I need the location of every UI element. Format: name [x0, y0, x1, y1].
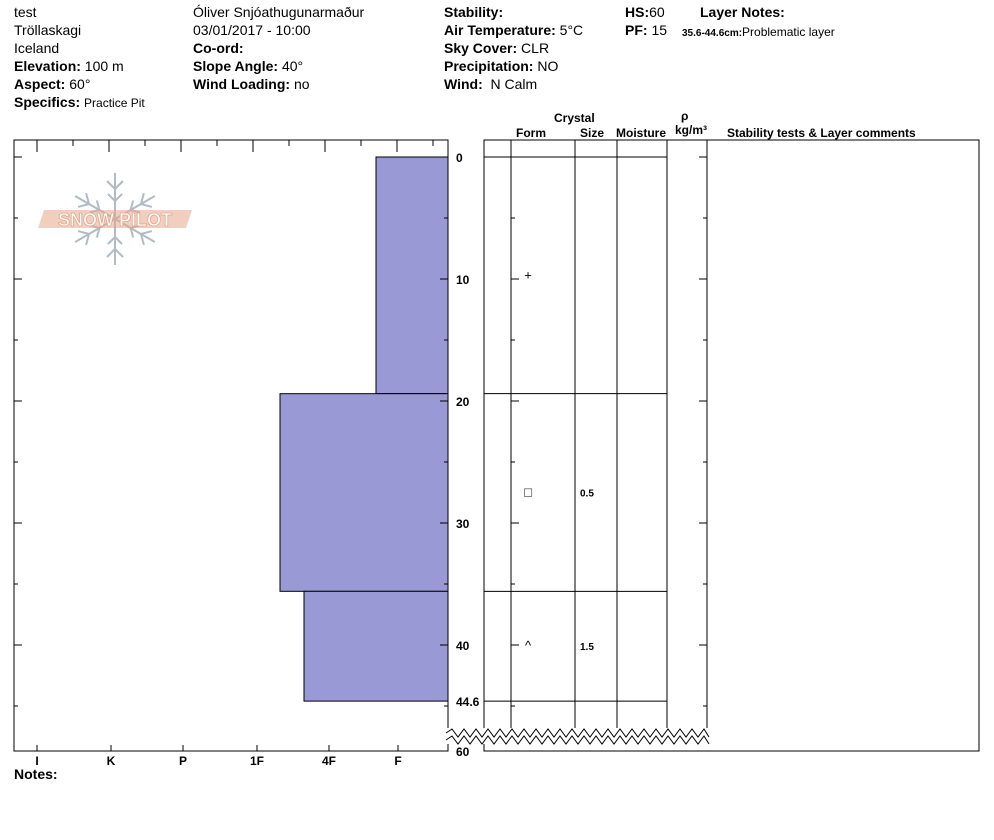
axis-break-line	[445, 728, 710, 738]
form-header: Form	[516, 126, 546, 140]
total-depth-label: 44.6	[456, 695, 480, 709]
axis-break-line	[445, 735, 710, 745]
y-tick-label: 10	[456, 273, 470, 287]
crystal-form-symbol: ^	[525, 638, 532, 653]
layer-table-frame	[483, 139, 980, 752]
precip-value: NO	[537, 58, 559, 74]
hs: HS:60	[625, 4, 665, 20]
wind-loading: Wind Loading: no	[193, 76, 310, 92]
crystal-form-symbol: □	[524, 485, 532, 500]
specifics-value: Practice Pit	[84, 96, 145, 110]
sky-label: Sky Cover:	[444, 40, 518, 56]
hardness-bar	[279, 393, 449, 592]
air-temp-label: Air Temperature:	[444, 22, 556, 38]
layer-notes-label: Layer Notes:	[700, 4, 785, 20]
slope-label: Slope Angle:	[193, 58, 279, 74]
x-tick-label: P	[179, 754, 187, 768]
size-header: Size	[580, 126, 605, 140]
crystal-header: Crystal	[554, 111, 595, 125]
slope-value: 40°	[281, 58, 304, 74]
x-tick-label: I	[35, 754, 38, 768]
pf-label: PF:	[625, 22, 648, 38]
y-tick-label: 40	[456, 639, 470, 653]
crystal-form-symbol: +	[524, 267, 532, 282]
sky-value: CLR	[521, 40, 550, 56]
notes-label: Notes:	[14, 766, 58, 782]
country: Iceland	[14, 40, 60, 56]
y-tick-label: 20	[456, 395, 470, 409]
crystal-size: 0.5	[580, 489, 594, 500]
x-tick-label: 1F	[250, 754, 264, 768]
stability-label: Stability:	[444, 4, 504, 20]
aspect: Aspect: 60°	[14, 76, 90, 92]
y-tick-label: 0	[456, 151, 463, 165]
air-temp-value: 5°C	[559, 22, 584, 38]
pf-value: 15	[651, 22, 668, 38]
specifics: Specifics: Practice Pit	[14, 94, 145, 111]
wind-loading-value: no	[293, 76, 310, 92]
coord-label: Co-ord:	[193, 40, 244, 56]
x-tick-label: K	[107, 754, 116, 768]
air-temperature: Air Temperature: 5°C	[444, 22, 583, 38]
wind: Wind: N Calm	[444, 76, 537, 92]
elevation-label: Elevation:	[14, 58, 81, 74]
wind-loading-label: Wind Loading:	[193, 76, 291, 92]
density-unit-header: kg/m³	[675, 123, 708, 137]
specifics-label: Specifics:	[14, 94, 81, 110]
slope-angle: Slope Angle: 40°	[193, 58, 303, 74]
aspect-label: Aspect:	[14, 76, 66, 92]
precipitation: Precipitation: NO	[444, 58, 558, 74]
observer: Óliver Snjóathugunarmaður	[193, 4, 365, 20]
sky-cover: Sky Cover: CLR	[444, 40, 549, 56]
hs-value: 60	[649, 4, 665, 20]
elevation-value: 100 m	[84, 58, 124, 74]
y-tick-label: 30	[456, 517, 470, 531]
comments-header: Stability tests & Layer comments	[727, 126, 916, 140]
layer-note-text: Problematic layer	[742, 25, 835, 39]
hardness-bar	[375, 156, 449, 395]
x-tick-label: F	[394, 754, 401, 768]
wind-value: N Calm	[490, 76, 538, 92]
layer-note: 35.6-44.6cm:Problematic layer	[682, 23, 835, 42]
x-tick-label: 4F	[322, 754, 336, 768]
hardness-bar	[303, 590, 449, 702]
location: Tröllaskagi	[14, 22, 82, 38]
layer-note-range: 35.6-44.6cm:	[682, 28, 743, 39]
hs-label: HS:	[625, 4, 650, 20]
pf: PF: 15	[625, 22, 667, 38]
density-rho-header: ρ	[681, 109, 689, 123]
crystal-size: 1.5	[580, 642, 594, 653]
max-depth-label: 60	[456, 745, 470, 759]
wind-label: Wind:	[444, 76, 483, 92]
datetime: 03/01/2017 - 10:00	[193, 22, 311, 38]
elevation: Elevation: 100 m	[14, 58, 124, 74]
moisture-header: Moisture	[616, 126, 667, 140]
aspect-value: 60°	[69, 76, 91, 92]
pit-name: test	[14, 4, 37, 20]
precip-label: Precipitation:	[444, 58, 534, 74]
